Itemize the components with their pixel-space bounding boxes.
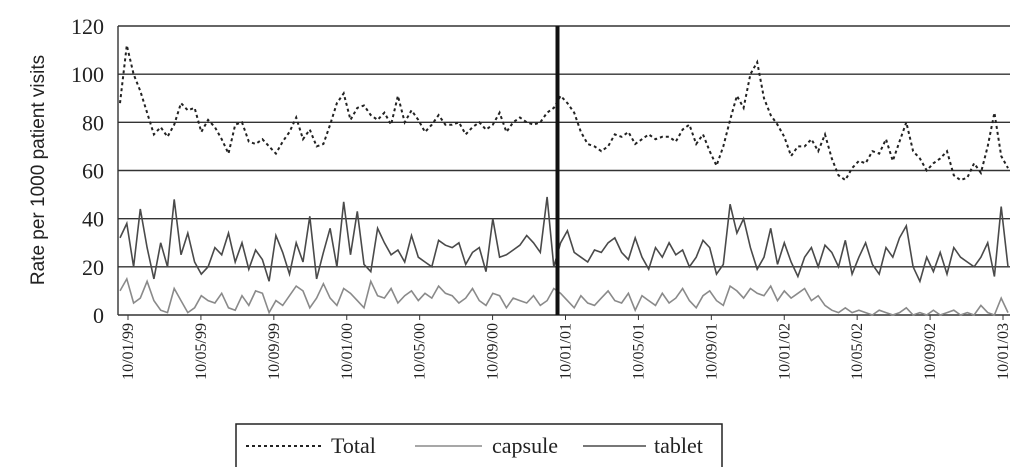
series-lines [119, 45, 1009, 317]
y-axis-label: Rate per 1000 patient visits [28, 55, 49, 285]
x-tick-label: 10/09/01 [703, 323, 720, 380]
y-tick-label: 40 [82, 207, 104, 232]
y-tick-label: 100 [71, 62, 104, 87]
x-tick-label: 10/01/01 [558, 323, 575, 380]
y-tick-label: 120 [71, 14, 104, 39]
x-tick-label: 10/01/02 [776, 323, 793, 380]
y-tick-label: 20 [82, 255, 104, 280]
legend-label-tablet: tablet [654, 433, 703, 458]
x-tick-label: 10/05/01 [630, 323, 647, 380]
x-tick-label: 10/01/03 [995, 323, 1012, 380]
series-line-tablet [119, 196, 1009, 284]
x-tick-label: 10/05/00 [412, 323, 429, 380]
x-axis-ticks: 10/01/99 10/05/99 10/09/99 10/01/00 10/05/00… [120, 315, 1012, 380]
x-tick-label: 10/01/99 [120, 323, 137, 380]
y-axis-ticks: 0 20 40 60 80 100 120 [71, 14, 104, 328]
y-tick-label: 80 [82, 110, 104, 135]
x-tick-label: 10/05/99 [193, 323, 210, 380]
x-tick-label: 10/01/00 [339, 323, 356, 380]
y-tick-label: 60 [82, 159, 104, 184]
x-tick-label: 10/09/99 [266, 323, 283, 380]
legend-label-total: Total [331, 433, 376, 458]
legend-label-capsule: capsule [492, 433, 558, 458]
series-line-total [119, 45, 1009, 182]
series-line-capsule [119, 276, 1009, 317]
legend: Total capsule tablet [235, 423, 723, 467]
x-tick-label: 10/09/00 [485, 323, 502, 380]
gridlines [117, 25, 1010, 316]
x-tick-label: 10/05/02 [849, 323, 866, 380]
x-tick-label: 10/09/02 [922, 323, 939, 380]
y-tick-label: 0 [93, 303, 104, 328]
